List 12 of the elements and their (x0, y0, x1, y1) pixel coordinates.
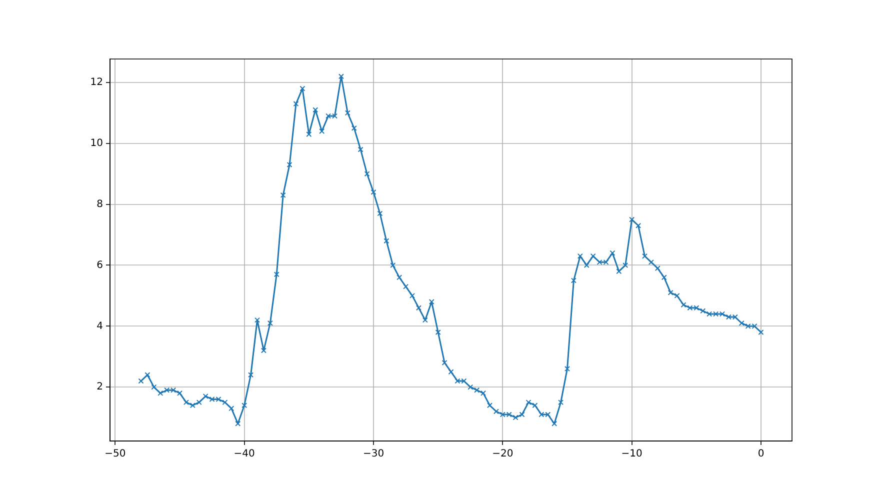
y-tick-label: 8 (96, 198, 103, 210)
x-tick-label: −30 (362, 448, 384, 460)
x-tick-label: −10 (621, 448, 642, 460)
x-tick-label: −40 (234, 448, 255, 460)
y-tick-label: 2 (96, 382, 103, 393)
y-tick-label: 10 (90, 138, 103, 149)
y-tick-label: 4 (96, 320, 103, 332)
y-tick-label: 6 (96, 260, 103, 271)
y-tick-label: 12 (90, 77, 103, 88)
x-tick-label: −50 (104, 448, 126, 460)
x-tick-label: −20 (492, 448, 514, 460)
x-tick-label: 0 (758, 448, 764, 460)
